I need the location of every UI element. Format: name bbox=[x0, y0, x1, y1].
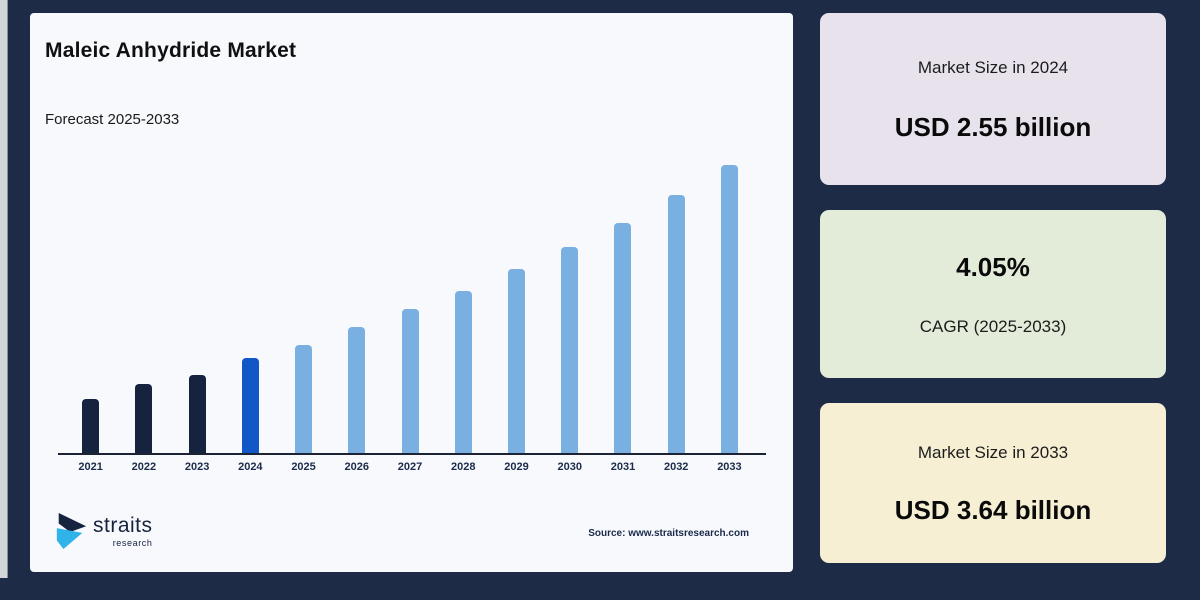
bar-slot-2025 bbox=[277, 163, 330, 453]
chart-panel: Maleic Anhydride Market Forecast 2025-20… bbox=[30, 13, 793, 572]
x-tick-2025: 2025 bbox=[291, 461, 316, 473]
bar-2032 bbox=[667, 195, 685, 453]
bars-area bbox=[64, 163, 756, 453]
logo-blue-chevron bbox=[56, 528, 83, 549]
card-market-size-2024: Market Size in 2024 USD 2.55 billion bbox=[820, 13, 1166, 185]
bar-2033 bbox=[720, 165, 738, 453]
chart-subtitle: Forecast 2025-2033 bbox=[45, 111, 180, 128]
card-value: 4.05% bbox=[956, 251, 1030, 282]
card-label: CAGR (2025-2033) bbox=[919, 316, 1067, 336]
bar-slot-2022 bbox=[117, 163, 170, 453]
logo-dark-chevron bbox=[58, 513, 87, 532]
bar-2021 bbox=[82, 399, 100, 453]
bar-2028 bbox=[454, 291, 472, 453]
bar-slot-2026 bbox=[330, 163, 383, 453]
bar-slot-2021 bbox=[64, 163, 117, 453]
logo-text: straits research bbox=[93, 515, 153, 548]
x-tick-2028: 2028 bbox=[451, 461, 476, 473]
card-cagr: 4.05% CAGR (2025-2033) bbox=[820, 210, 1166, 378]
bar-slot-2031 bbox=[596, 163, 649, 453]
bar-slot-2030 bbox=[543, 163, 596, 453]
bar-2029 bbox=[507, 269, 525, 453]
bar-2031 bbox=[614, 223, 632, 453]
chart-title: Maleic Anhydride Market bbox=[45, 39, 297, 62]
card-value: USD 3.64 billion bbox=[894, 494, 1092, 525]
x-tick-2022: 2022 bbox=[131, 461, 157, 473]
bar-2027 bbox=[401, 309, 419, 453]
x-tick-2023: 2023 bbox=[184, 461, 210, 473]
x-tick-2021: 2021 bbox=[78, 461, 103, 473]
bar-slot-2027 bbox=[383, 163, 436, 453]
x-tick-2032: 2032 bbox=[663, 461, 689, 473]
x-tick-2033: 2033 bbox=[717, 461, 742, 473]
bar-2023 bbox=[188, 375, 206, 453]
x-tick-2031: 2031 bbox=[610, 461, 636, 473]
x-tick-2026: 2026 bbox=[344, 461, 370, 473]
window-edge-artifact bbox=[0, 0, 8, 578]
bar-2024 bbox=[241, 358, 259, 453]
stat-cards: Market Size in 2024 USD 2.55 billion 4.0… bbox=[820, 13, 1166, 572]
x-tick-2029: 2029 bbox=[504, 461, 529, 473]
card-value: USD 2.55 billion bbox=[894, 111, 1092, 142]
card-market-size-2033: Market Size in 2033 USD 3.64 billion bbox=[820, 403, 1166, 563]
x-tick-2024: 2024 bbox=[238, 461, 263, 473]
bar-slot-2032 bbox=[650, 163, 703, 453]
straits-research-logo: straits research bbox=[54, 509, 153, 553]
x-tick-2030: 2030 bbox=[557, 461, 582, 473]
x-axis-line bbox=[58, 453, 766, 455]
bar-slot-2033 bbox=[703, 163, 756, 453]
logo-wordmark: straits bbox=[93, 513, 153, 537]
bar-slot-2024 bbox=[224, 163, 277, 453]
bar-slot-2028 bbox=[437, 163, 490, 453]
bar-2025 bbox=[295, 345, 313, 453]
x-tick-2027: 2027 bbox=[397, 461, 423, 473]
logo-subtext: research bbox=[112, 537, 153, 548]
bar-slot-2023 bbox=[170, 163, 223, 453]
card-label: Market Size in 2024 bbox=[917, 57, 1069, 77]
card-label: Market Size in 2033 bbox=[917, 442, 1069, 462]
source-text: Source: www.straitsresearch.com bbox=[588, 528, 749, 539]
bar-slot-2029 bbox=[490, 163, 543, 453]
straits-logo-icon bbox=[56, 513, 87, 549]
bar-2026 bbox=[348, 327, 366, 453]
bar-chart: 2021 2022 2023 2024 2025 2026 2027 2028 2029 2030… bbox=[30, 13, 793, 572]
x-axis-labels: 2021 2022 2023 2024 2025 2026 2027 2028 2029 2030… bbox=[64, 461, 756, 473]
bar-2030 bbox=[561, 247, 579, 453]
bar-2022 bbox=[135, 384, 153, 453]
